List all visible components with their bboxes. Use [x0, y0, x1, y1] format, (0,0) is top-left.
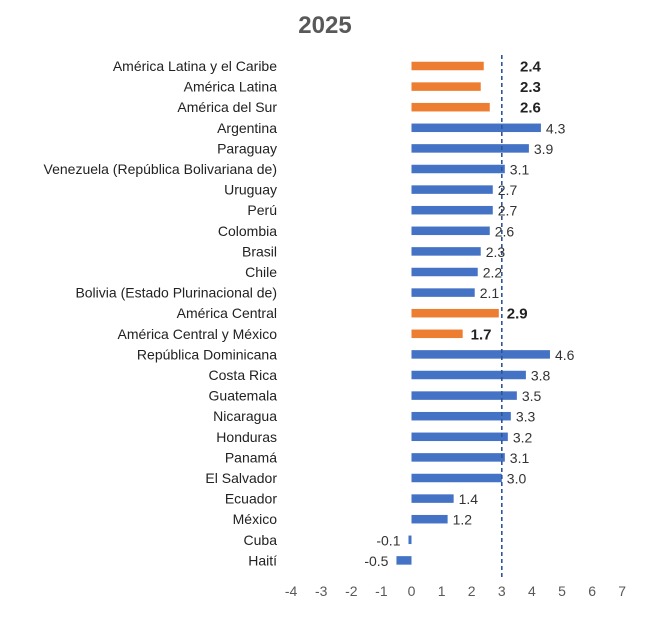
x-tick-label: 2: [468, 583, 476, 599]
category-label-costa-rica: Costa Rica: [209, 367, 278, 383]
value-label-america-del-sur: 2.6: [520, 100, 541, 117]
category-label-america-latina: América Latina: [184, 79, 278, 95]
category-label-colombia: Colombia: [218, 223, 277, 239]
x-tick-label: 7: [618, 583, 626, 599]
category-label-ecuador: Ecuador: [225, 491, 277, 507]
value-label-costa-rica: 3.8: [531, 368, 551, 384]
bar-costa-rica: [411, 370, 526, 380]
value-label-colombia: 2.6: [495, 223, 515, 239]
value-label-america-latina: 2.3: [520, 79, 541, 96]
category-label-mexico: México: [233, 511, 278, 527]
bar-cuba: [408, 535, 412, 545]
x-tick-label: 0: [408, 583, 416, 599]
bar-el-salvador: [411, 473, 502, 483]
category-label-venezuela-republica-bolivariana-de: Venezuela (República Bolivariana de): [44, 161, 277, 177]
value-label-peru: 2.7: [498, 203, 518, 219]
value-label-argentina: 4.3: [546, 120, 566, 136]
value-label-el-salvador: 3.0: [507, 471, 527, 487]
bar-america-del-sur: [411, 102, 490, 112]
bar-peru: [411, 205, 493, 215]
bars-layer: [396, 61, 550, 565]
bar-ecuador: [411, 494, 454, 503]
bar-paraguay: [411, 144, 529, 153]
category-label-argentina: Argentina: [217, 120, 277, 136]
category-label-nicaragua: Nicaragua: [213, 408, 277, 424]
category-label-america-central: América Central: [177, 305, 277, 321]
value-label-america-latina-y-el-caribe: 2.4: [520, 59, 542, 76]
bar-nicaragua: [411, 411, 511, 421]
x-tick-label: 4: [528, 583, 536, 599]
value-label-mexico: 1.2: [453, 512, 473, 528]
value-label-venezuela-republica-bolivariana-de: 3.1: [510, 162, 530, 178]
x-tick-label: -2: [345, 583, 358, 599]
bar-america-central: [411, 308, 499, 318]
x-tick-label: 5: [558, 583, 566, 599]
bar-chile: [411, 267, 478, 277]
bar-mexico: [411, 514, 448, 524]
value-label-chile: 2.2: [483, 265, 503, 281]
value-label-brasil: 2.3: [486, 244, 506, 260]
category-label-brasil: Brasil: [242, 243, 277, 259]
bar-america-central-y-mexico: [411, 329, 463, 339]
x-tick-label: 3: [498, 583, 506, 599]
bar-uruguay: [411, 185, 493, 194]
value-label-uruguay: 2.7: [498, 182, 518, 198]
category-label-paraguay: Paraguay: [217, 140, 277, 156]
x-tick-label: -3: [315, 583, 328, 599]
bar-panama: [411, 453, 505, 462]
value-label-america-central-y-mexico: 1.7: [471, 326, 492, 343]
bar-colombia: [411, 226, 490, 236]
bar-venezuela-republica-bolivariana-de: [411, 164, 505, 174]
bar-america-latina-y-el-caribe: [411, 61, 484, 71]
category-label-chile: Chile: [245, 264, 277, 280]
category-label-honduras: Honduras: [216, 429, 277, 445]
value-label-haiti: -0.5: [364, 553, 388, 569]
value-label-ecuador: 1.4: [459, 491, 479, 507]
bar-republica-dominicana: [411, 350, 550, 359]
bar-guatemala: [411, 391, 517, 400]
labels-layer: América Latina y el Caribe 2.4 América Lat…: [44, 58, 575, 569]
value-label-cuba: -0.1: [376, 532, 400, 548]
x-tick-label: 1: [438, 583, 446, 599]
category-label-guatemala: Guatemala: [209, 388, 278, 404]
category-label-america-latina-y-el-caribe: América Latina y el Caribe: [113, 58, 277, 74]
value-label-panama: 3.1: [510, 450, 530, 466]
bar-bolivia-estado-plurinacional-de: [411, 288, 475, 297]
category-label-america-del-sur: América del Sur: [177, 99, 277, 115]
value-label-america-central: 2.9: [507, 306, 528, 323]
bar-haiti: [396, 556, 412, 565]
value-label-bolivia-estado-plurinacional-de: 2.1: [480, 285, 500, 301]
category-label-bolivia-estado-plurinacional-de: Bolivia (Estado Plurinacional de): [75, 285, 277, 301]
x-tick-label: 6: [588, 583, 596, 599]
x-tick-label: -4: [285, 583, 298, 599]
category-label-haiti: Haití: [248, 552, 277, 568]
bar-america-latina: [411, 82, 481, 91]
value-label-honduras: 3.2: [513, 429, 533, 445]
value-label-republica-dominicana: 4.6: [555, 347, 575, 363]
category-label-uruguay: Uruguay: [224, 182, 277, 198]
category-label-el-salvador: El Salvador: [205, 470, 277, 486]
category-label-peru: Perú: [247, 202, 277, 218]
category-label-republica-dominicana: República Dominicana: [137, 346, 277, 362]
category-label-cuba: Cuba: [244, 532, 278, 548]
bar-argentina: [411, 123, 541, 133]
bar-brasil: [411, 247, 481, 256]
category-label-panama: Panamá: [225, 449, 277, 465]
value-label-guatemala: 3.5: [522, 388, 542, 404]
value-label-paraguay: 3.9: [534, 141, 554, 157]
x-tick-label: -1: [375, 583, 388, 599]
chart-title: 2025: [298, 12, 351, 39]
value-label-nicaragua: 3.3: [516, 409, 536, 425]
bar-honduras: [411, 432, 508, 442]
x-axis-ticks: -4 -3 -2 -1 0 1 2 3 4 5 6 7: [285, 583, 626, 599]
category-label-america-central-y-mexico: América Central y México: [118, 326, 278, 342]
